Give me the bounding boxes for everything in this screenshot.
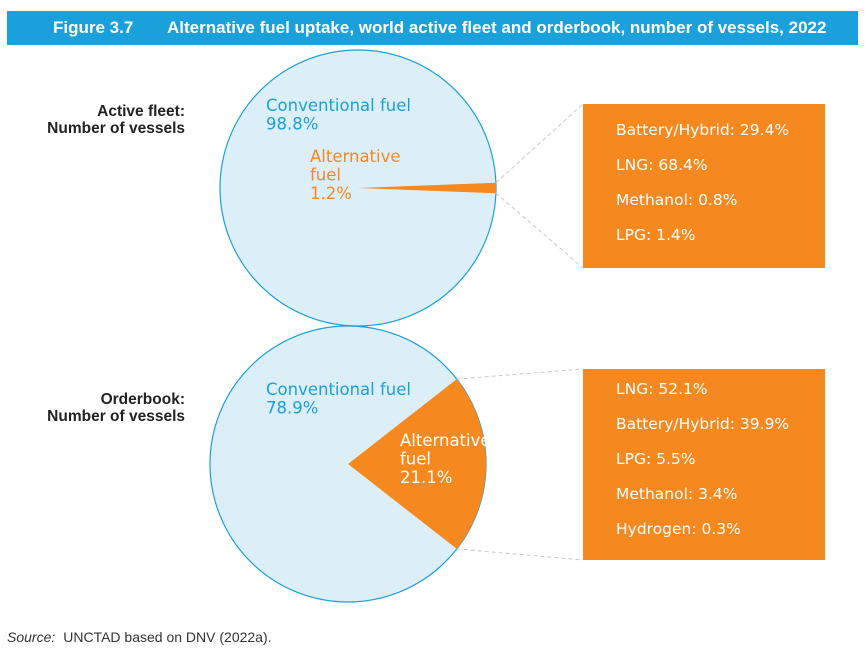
- source-text: UNCTAD based on DNV (2022a).: [63, 629, 272, 645]
- alternative-fuel-label: Alternative fuel 1.2%: [310, 147, 401, 203]
- breakdown-item: Battery/Hybrid: 39.9%: [616, 415, 790, 433]
- orderbook-alternative-slice: [348, 379, 487, 549]
- connector-line: [456, 548, 584, 561]
- breakdown-item: LPG: 5.5%: [616, 450, 696, 468]
- connector-line: [456, 368, 584, 380]
- label-line: 1.2%: [310, 184, 352, 203]
- source-label: Source:: [7, 629, 56, 645]
- breakdown-item: LPG: 1.4%: [616, 226, 696, 244]
- label-line: Alternative: [400, 431, 491, 450]
- breakdown-item: Battery/Hybrid: 29.4%: [616, 121, 790, 139]
- label-line: fuel: [310, 166, 341, 185]
- label-line: Alternative: [310, 147, 401, 166]
- breakdown-item: LNG: 68.4%: [616, 156, 708, 174]
- row-label-line: Number of vessels: [47, 408, 185, 425]
- row-label-line: Number of vessels: [47, 120, 185, 137]
- figure-title: Alternative fuel uptake, world active fl…: [167, 18, 827, 37]
- label-line: fuel: [400, 450, 431, 469]
- conventional-fuel-label: Conventional fuel 78.9%: [266, 380, 411, 418]
- alternative-fuel-label: Alternative fuel 21.1%: [400, 431, 491, 487]
- connector-line: [495, 192, 584, 269]
- connector-line: [495, 103, 584, 184]
- figure-header: Figure 3.7 Alternative fuel uptake, worl…: [7, 11, 858, 45]
- orderbook-row-label: Orderbook: Number of vessels: [47, 391, 185, 425]
- active-fleet-alternative-slice: [358, 182, 496, 194]
- label-line: 78.9%: [266, 399, 318, 418]
- breakdown-item: Hydrogen: 0.3%: [616, 520, 741, 538]
- breakdown-item: Methanol: 0.8%: [616, 191, 738, 209]
- breakdown-item: Methanol: 3.4%: [616, 485, 738, 503]
- label-line: 98.8%: [266, 115, 318, 134]
- figure-label: Figure 3.7: [53, 18, 134, 37]
- label-line: Conventional fuel: [266, 380, 411, 399]
- label-line: Conventional fuel: [266, 96, 411, 115]
- breakdown-item: LNG: 52.1%: [616, 380, 708, 398]
- label-line: 21.1%: [400, 468, 452, 487]
- conventional-fuel-label: Conventional fuel 98.8%: [266, 96, 411, 134]
- source-note: Source: UNCTAD based on DNV (2022a).: [7, 629, 272, 645]
- row-label-line: Active fleet:: [97, 103, 185, 120]
- orderbook-breakdown-box: LNG: 52.1% Battery/Hybrid: 39.9% LPG: 5.5%…: [583, 369, 825, 560]
- active-fleet-breakdown-box: Battery/Hybrid: 29.4% LNG: 68.4% Methanol:…: [583, 104, 825, 268]
- row-label-line: Orderbook:: [100, 391, 185, 408]
- active-fleet-row-label: Active fleet: Number of vessels: [47, 103, 185, 137]
